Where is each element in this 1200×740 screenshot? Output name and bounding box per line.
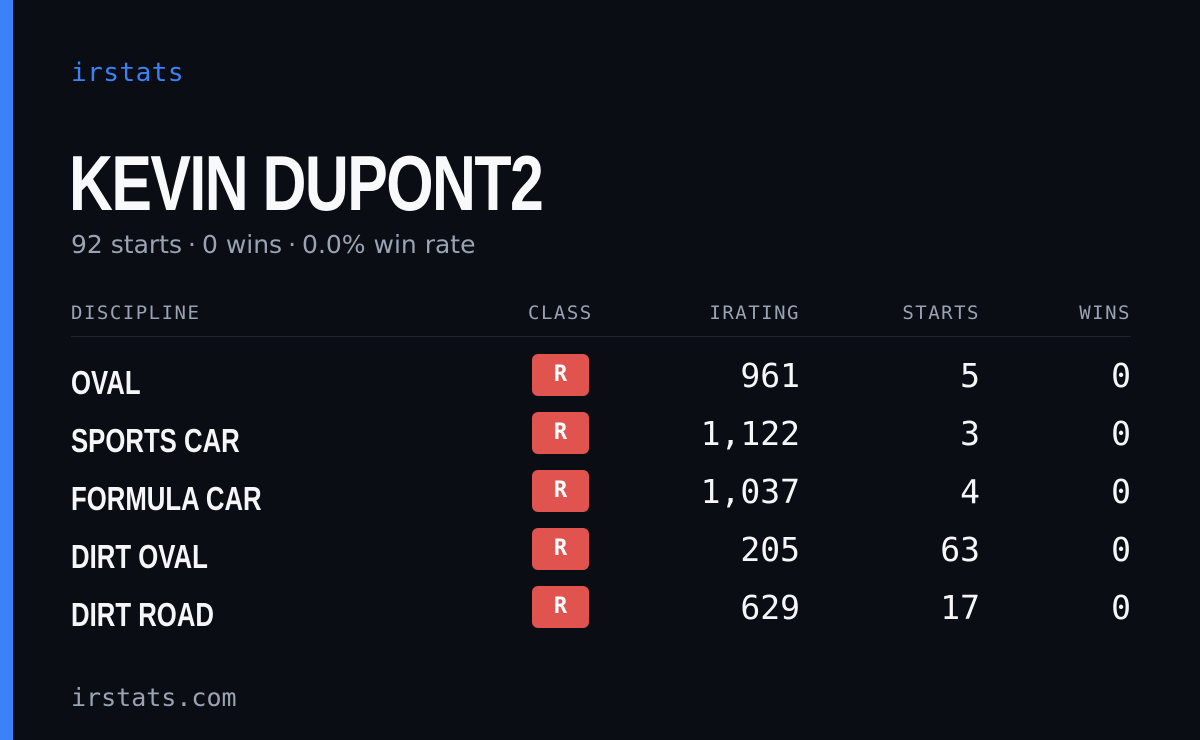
header-wins: WINS [1079,302,1131,324]
wins-value: 0 [1111,472,1131,511]
starts-value: 3 [960,414,980,453]
class-badge: R [532,528,589,570]
discipline-name: DIRT OVAL [71,538,208,575]
irating-value: 629 [740,588,800,627]
header-irating: IRATING [709,302,800,324]
wins-value: 0 [1111,530,1131,569]
class-badge: R [532,354,589,396]
irating-value: 1,122 [700,414,800,453]
header-discipline: DISCIPLINE [71,302,201,324]
class-badge: R [532,412,589,454]
discipline-stats-table: DISCIPLINE CLASS IRATING STARTS WINS OVA… [71,298,1131,643]
header-class: CLASS [528,302,593,324]
discipline-name: SPORTS CAR [71,422,240,459]
table-row-formula-car: FORMULA CAR R 1,037 4 0 [71,469,1131,527]
accent-bar [0,0,13,740]
starts-value: 5 [960,356,980,395]
table-body: OVAL R 961 5 0 SPORTS CAR R 1,122 3 0 FO… [71,353,1131,643]
table-row-sports-car: SPORTS CAR R 1,122 3 0 [71,411,1131,469]
wins-value: 0 [1111,356,1131,395]
driver-name: KEVIN DUPONT2 [69,139,544,227]
wins-value: 0 [1111,588,1131,627]
irating-value: 961 [740,356,800,395]
starts-value: 4 [960,472,980,511]
summary-wins: 0 wins [201,230,283,259]
table-row-oval: OVAL R 961 5 0 [71,353,1131,411]
table-row-dirt-oval: DIRT OVAL R 205 63 0 [71,527,1131,585]
class-badge: R [532,586,589,628]
table-row-dirt-road: DIRT ROAD R 629 17 0 [71,585,1131,643]
brand-logo-text: irstats [71,58,185,88]
wins-value: 0 [1111,414,1131,453]
header-starts: STARTS [902,302,980,324]
discipline-name: OVAL [71,364,141,401]
summary-starts: 92 starts [71,230,183,259]
footer-site-url[interactable]: irstats.com [71,683,237,712]
class-badge: R [532,470,589,512]
summary-separator: · [188,230,196,259]
summary-separator: · [288,230,297,259]
driver-summary: 92 starts · 0 wins · 0.0% win rate [71,229,475,261]
starts-value: 17 [940,588,980,627]
discipline-name: DIRT ROAD [71,596,214,633]
starts-value: 63 [940,530,980,569]
irating-value: 205 [740,530,800,569]
irating-value: 1,037 [700,472,800,511]
table-header: DISCIPLINE CLASS IRATING STARTS WINS [71,298,1131,337]
summary-win-rate: 0.0% win rate [302,230,476,259]
discipline-name: FORMULA CAR [71,480,262,517]
